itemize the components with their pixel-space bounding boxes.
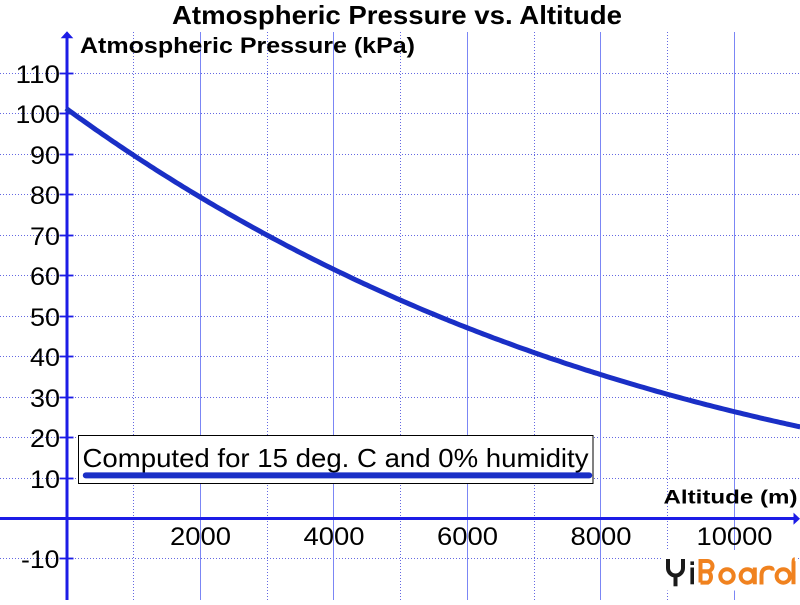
svg-text:20: 20	[30, 425, 60, 453]
svg-text:60: 60	[30, 263, 60, 291]
svg-text:10000: 10000	[697, 523, 773, 551]
svg-text:Atmospheric Pressure vs. Altit: Atmospheric Pressure vs. Altitude	[172, 0, 622, 30]
svg-text:90: 90	[30, 142, 60, 170]
svg-text:110: 110	[16, 61, 61, 89]
svg-text:Altitude (m): Altitude (m)	[664, 488, 798, 509]
svg-text:50: 50	[30, 304, 60, 332]
svg-text:4000: 4000	[304, 523, 365, 551]
svg-text:2000: 2000	[170, 523, 231, 551]
svg-text:30: 30	[30, 385, 60, 413]
svg-text:10: 10	[30, 466, 60, 494]
svg-text:Atmospheric Pressure (kPa): Atmospheric Pressure (kPa)	[80, 33, 415, 58]
svg-text:Computed for 15 deg. C and 0%: Computed for 15 deg. C and 0% humidity	[83, 443, 589, 473]
svg-text:80: 80	[30, 182, 60, 210]
svg-text:-10: -10	[21, 546, 60, 574]
svg-text:6000: 6000	[437, 523, 498, 551]
svg-text:40: 40	[30, 344, 60, 372]
svg-text:70: 70	[30, 223, 60, 251]
svg-text:8000: 8000	[571, 523, 632, 551]
svg-text:100: 100	[16, 101, 61, 129]
